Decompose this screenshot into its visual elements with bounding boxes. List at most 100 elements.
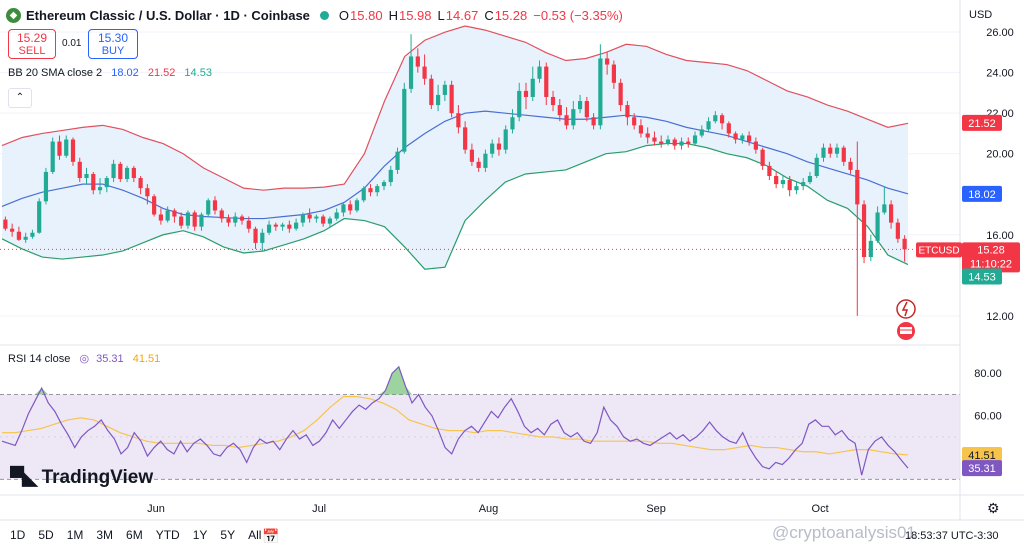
range-1m[interactable]: 1M xyxy=(66,528,84,542)
candle-body xyxy=(503,129,508,150)
candle-body xyxy=(30,232,35,237)
candle-body xyxy=(780,180,786,185)
high-label: H xyxy=(388,7,398,23)
candle-body xyxy=(321,216,326,224)
candle-body xyxy=(841,147,846,162)
candle-body xyxy=(192,212,197,227)
candle-body xyxy=(16,231,21,240)
candle-body xyxy=(814,157,819,176)
candle-body xyxy=(821,147,826,158)
range-6m[interactable]: 6M xyxy=(126,528,143,542)
collapse-legend-button[interactable]: ⌃ xyxy=(8,88,32,108)
candle-body xyxy=(456,113,461,128)
last-price-badge xyxy=(962,242,1020,273)
candle-body xyxy=(348,204,353,211)
rsi-badge xyxy=(962,446,1002,463)
range-5y[interactable]: 5Y xyxy=(220,528,236,542)
candle-body xyxy=(537,66,542,79)
candle-body xyxy=(138,178,143,189)
candle-body xyxy=(172,210,177,217)
alert-icons xyxy=(896,299,916,340)
candle-body xyxy=(239,216,245,221)
candle-body xyxy=(625,105,630,118)
candle-body xyxy=(442,84,447,95)
candle-body xyxy=(314,216,319,219)
bb-mid-value: 18.02 xyxy=(111,67,139,79)
candle-body xyxy=(199,214,204,227)
price-tick-label: 26.00 xyxy=(986,27,1014,39)
candle-body xyxy=(152,196,157,215)
bb-upper-line xyxy=(1,25,909,191)
candle-body xyxy=(564,115,569,126)
candle-body xyxy=(341,204,346,213)
rsi-series xyxy=(1,365,909,476)
currency-selector[interactable]: USD xyxy=(969,9,993,21)
price-badge xyxy=(962,268,1002,285)
candle-body xyxy=(91,173,96,191)
candle-body xyxy=(354,200,360,211)
range-all[interactable]: All xyxy=(248,528,262,542)
candle-body xyxy=(530,78,535,97)
bb-fill xyxy=(2,26,908,270)
change-value: −0.53 (−3.35%) xyxy=(533,7,623,23)
candle-body xyxy=(165,210,170,221)
bb-lower-line xyxy=(1,142,909,270)
candle-body xyxy=(280,224,285,227)
candle-body xyxy=(706,121,711,130)
candle-body xyxy=(179,216,184,226)
candle-body xyxy=(37,201,42,233)
candle-body xyxy=(3,219,8,229)
range-ytd[interactable]: YTD xyxy=(155,528,180,542)
candle-body xyxy=(131,167,136,179)
symbol-title[interactable]: Ethereum Classic / U.S. Dollar · 1D · Co… xyxy=(26,7,310,23)
time-tick-label: Jun xyxy=(147,503,165,515)
last-price-label: 15.28 xyxy=(977,244,1005,256)
rsi-tick-label: 80.00 xyxy=(974,368,1002,380)
time-tick-label: Jul xyxy=(312,503,326,515)
candle-body xyxy=(226,218,231,223)
sell-price: 15.29 xyxy=(16,31,48,45)
candle-body xyxy=(490,143,495,154)
candle-body xyxy=(875,212,880,241)
rsi-name: RSI 14 close xyxy=(8,353,71,365)
time-tick-label: Oct xyxy=(812,503,829,515)
candlesticks xyxy=(3,34,907,316)
candle-body xyxy=(659,141,664,144)
candle-body xyxy=(645,133,650,138)
candle-body xyxy=(43,171,49,202)
candle-body xyxy=(889,204,894,223)
range-1d[interactable]: 1D xyxy=(10,528,26,542)
candle-body xyxy=(665,139,671,144)
candle-body xyxy=(753,141,758,150)
open-label: O xyxy=(338,7,350,23)
candle-body xyxy=(605,58,610,65)
candle-body xyxy=(408,56,414,89)
candle-body xyxy=(828,147,833,154)
candle-body xyxy=(415,56,420,67)
tradingview-logo: ▀◣ TradingView xyxy=(10,465,153,490)
symbol-header: ◆ Ethereum Classic / U.S. Dollar · 1D · … xyxy=(6,5,629,25)
candle-body xyxy=(652,137,657,142)
buy-button[interactable]: 15.30 BUY xyxy=(88,29,138,59)
price-tick-label: 20.00 xyxy=(986,149,1014,161)
candle-body xyxy=(219,210,224,219)
range-1y[interactable]: 1Y xyxy=(192,528,208,542)
time-range-bar: 1D 5D 1M 3M 6M YTD 1Y 5Y All xyxy=(10,528,274,542)
range-5d[interactable]: 5D xyxy=(38,528,54,542)
bb-legend[interactable]: BB 20 SMA close 2 18.02 21.52 14.53 xyxy=(8,67,212,79)
price-tick-label: 24.00 xyxy=(986,68,1014,80)
high-value: 15.98 xyxy=(398,7,432,23)
sell-button[interactable]: 15.29 SELL xyxy=(8,29,56,59)
candle-body xyxy=(436,94,441,106)
rsi-line xyxy=(1,365,909,476)
candle-body xyxy=(266,224,272,233)
buy-label: BUY xyxy=(101,45,125,57)
goto-date-icon[interactable]: 📅 xyxy=(262,528,280,544)
lightning-icon[interactable] xyxy=(896,299,916,319)
rsi-legend[interactable]: RSI 14 close ◎ 35.31 41.51 xyxy=(8,352,160,365)
price-badge xyxy=(962,114,1002,131)
settings-gear-icon[interactable]: ⚙ xyxy=(987,500,1000,516)
price-badge-label: 18.02 xyxy=(968,189,996,201)
range-3m[interactable]: 3M xyxy=(96,528,114,542)
candle-body xyxy=(469,149,474,162)
